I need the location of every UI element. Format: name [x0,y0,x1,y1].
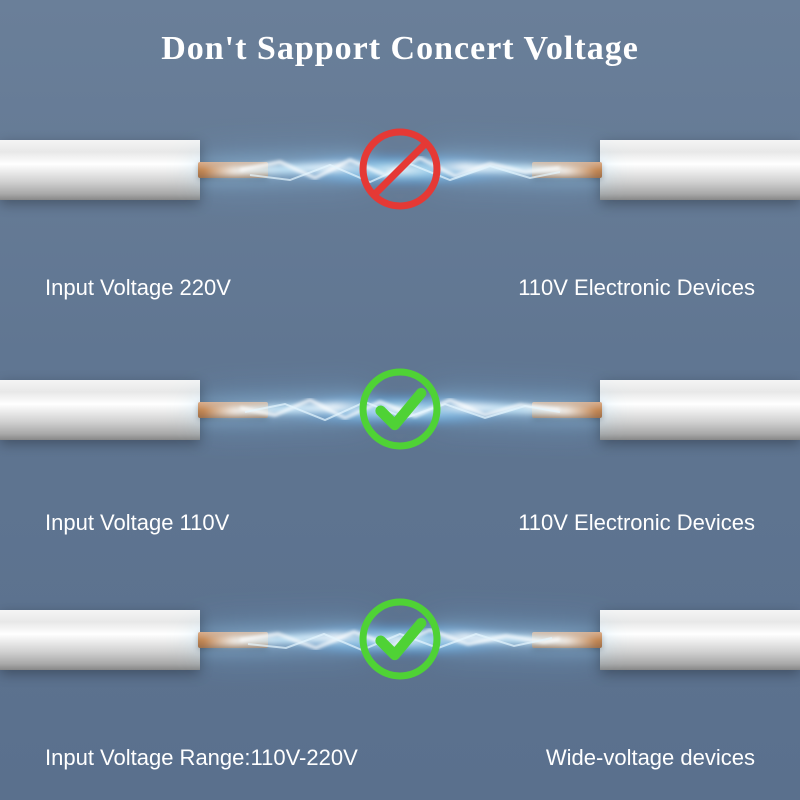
row-3-left-label: Input Voltage Range:110V-220V [45,745,358,771]
check-icon [356,365,444,453]
row-1-left-label: Input Voltage 220V [45,275,231,301]
prohibit-icon [356,125,444,213]
row-2-right-label: 110V Electronic Devices [518,510,755,536]
cable-body [600,380,800,440]
check-icon [356,595,444,683]
page-title: Don't Sapport Concert Voltage [0,0,800,68]
voltage-row-3 [0,590,800,710]
cable-body [0,380,200,440]
cable-body [0,610,200,670]
voltage-row-2 [0,360,800,480]
row-1-right-label: 110V Electronic Devices [518,275,755,301]
cable-body [600,610,800,670]
voltage-row-1 [0,120,800,240]
row-2-left-label: Input Voltage 110V [45,510,229,536]
cable-body [0,140,200,200]
row-3-right-label: Wide-voltage devices [546,745,755,771]
cable-body [600,140,800,200]
